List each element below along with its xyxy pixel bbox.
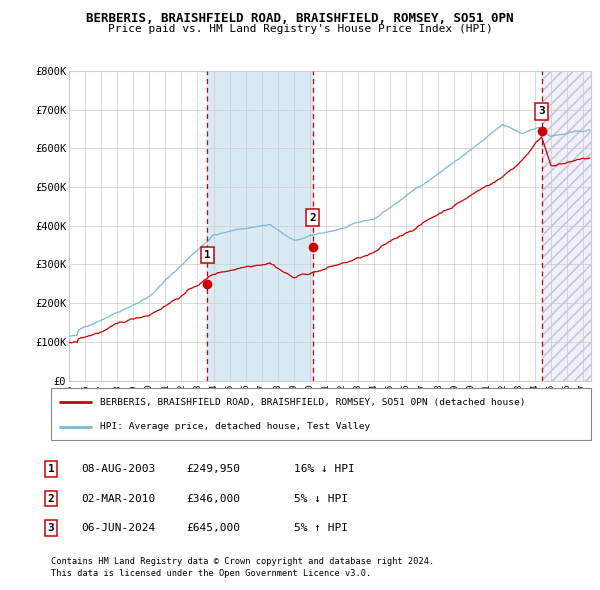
Text: BERBERIS, BRAISHFIELD ROAD, BRAISHFIELD, ROMSEY, SO51 0PN: BERBERIS, BRAISHFIELD ROAD, BRAISHFIELD,… [86, 12, 514, 25]
Text: £645,000: £645,000 [186, 523, 240, 533]
Text: £249,950: £249,950 [186, 464, 240, 474]
Text: 06-JUN-2024: 06-JUN-2024 [81, 523, 155, 533]
Text: 2: 2 [47, 494, 55, 503]
Text: 5% ↓ HPI: 5% ↓ HPI [294, 494, 348, 503]
Text: Contains HM Land Registry data © Crown copyright and database right 2024.: Contains HM Land Registry data © Crown c… [51, 558, 434, 566]
Text: BERBERIS, BRAISHFIELD ROAD, BRAISHFIELD, ROMSEY, SO51 0PN (detached house): BERBERIS, BRAISHFIELD ROAD, BRAISHFIELD,… [100, 398, 525, 407]
Text: 1: 1 [47, 464, 55, 474]
Bar [542, 71, 591, 381]
Text: This data is licensed under the Open Government Licence v3.0.: This data is licensed under the Open Gov… [51, 569, 371, 578]
Bar [542, 71, 591, 381]
Text: HPI: Average price, detached house, Test Valley: HPI: Average price, detached house, Test… [100, 422, 370, 431]
Text: £346,000: £346,000 [186, 494, 240, 503]
FancyBboxPatch shape [51, 388, 591, 440]
Text: 16% ↓ HPI: 16% ↓ HPI [294, 464, 355, 474]
Text: 1: 1 [204, 250, 211, 260]
Text: 2: 2 [309, 212, 316, 222]
Text: Price paid vs. HM Land Registry's House Price Index (HPI): Price paid vs. HM Land Registry's House … [107, 24, 493, 34]
Text: 02-MAR-2010: 02-MAR-2010 [81, 494, 155, 503]
Text: 5% ↑ HPI: 5% ↑ HPI [294, 523, 348, 533]
Bar [207, 71, 313, 381]
Text: 3: 3 [538, 106, 545, 116]
Text: 08-AUG-2003: 08-AUG-2003 [81, 464, 155, 474]
Text: 3: 3 [47, 523, 55, 533]
